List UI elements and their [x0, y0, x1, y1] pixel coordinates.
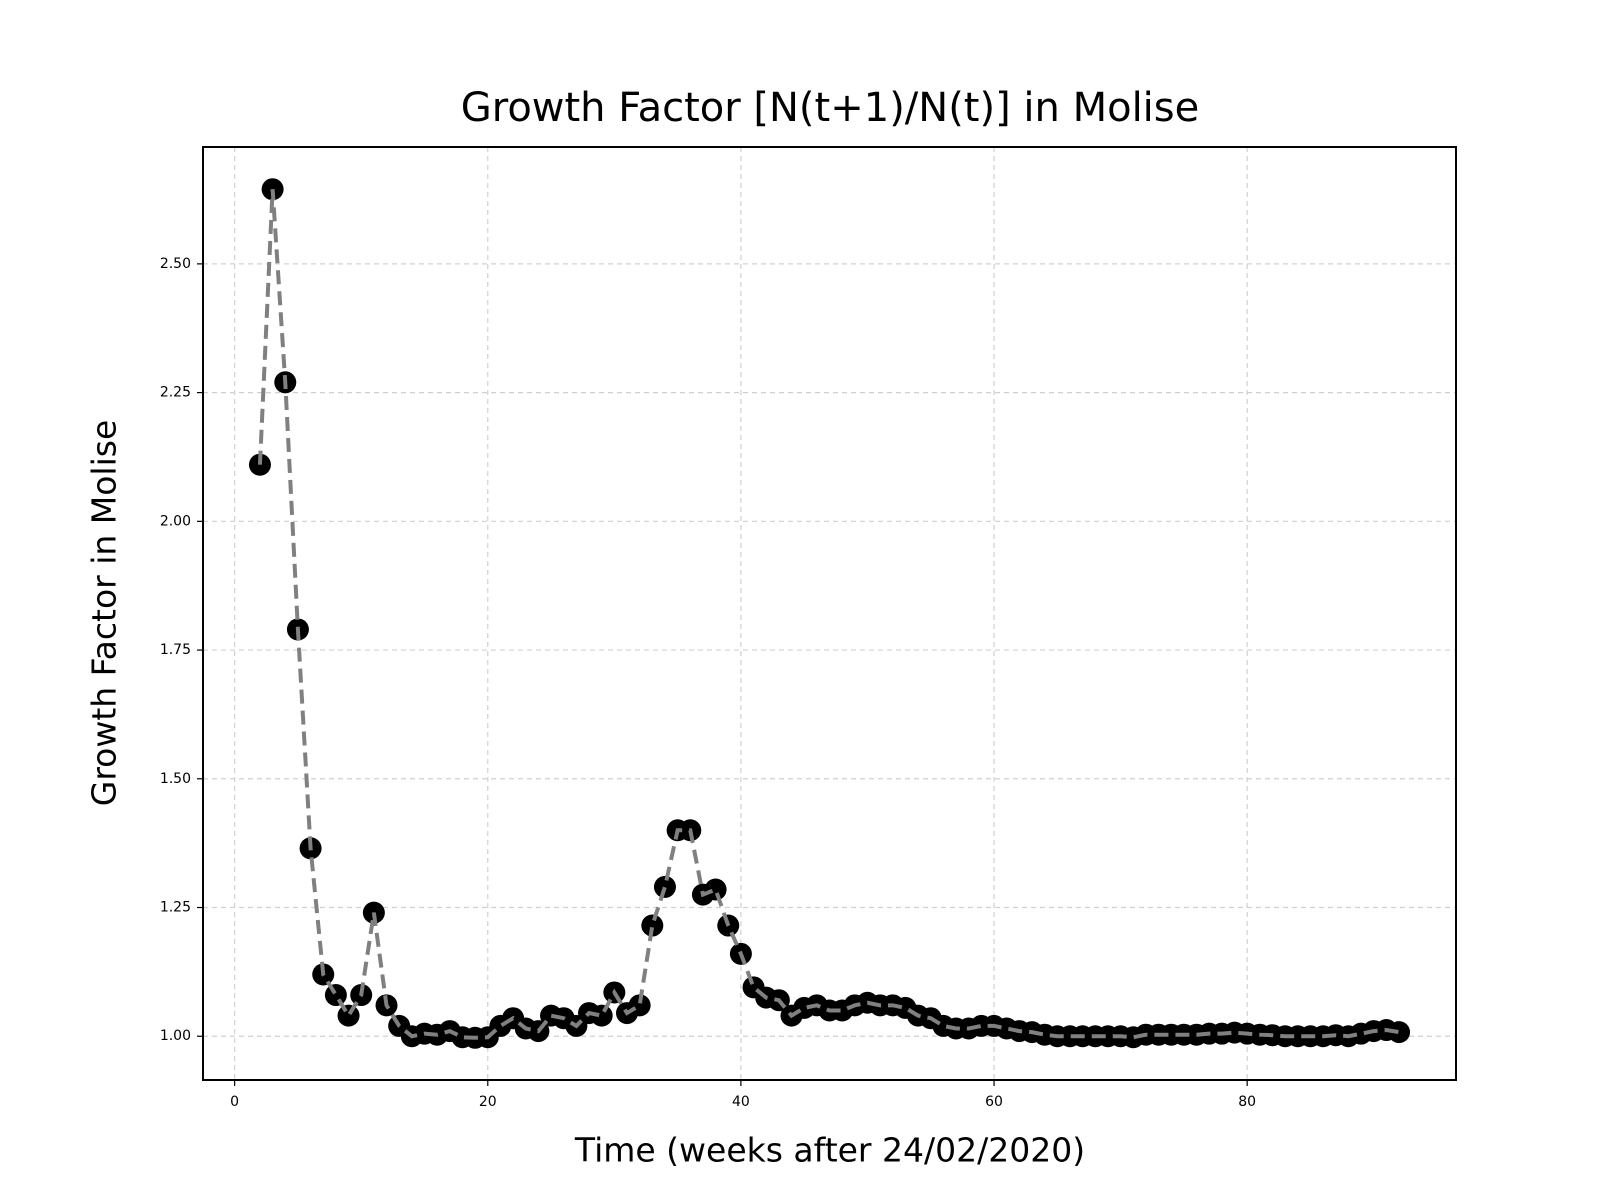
data-line [257, 189, 1400, 1040]
data-point [337, 1004, 360, 1027]
data-point [1388, 1021, 1411, 1044]
x-tick-label: 0 [230, 1094, 239, 1110]
data-point [704, 878, 727, 901]
plot-frame [202, 146, 1457, 1081]
y-tick-label: 1.00 [160, 1028, 191, 1044]
data-point [324, 984, 347, 1007]
y-tick-label: 2.50 [160, 256, 191, 272]
x-tick-label: 20 [479, 1094, 497, 1110]
y-axis-label: Growth Factor in Molise [85, 420, 124, 807]
data-point [590, 1004, 613, 1027]
data-point [641, 914, 664, 937]
x-tick-label: 80 [1238, 1094, 1256, 1110]
x-tick-label: 40 [732, 1094, 750, 1110]
y-tick-label: 1.75 [160, 642, 191, 658]
y-tick-label: 1.25 [160, 900, 191, 916]
chart-title: Growth Factor [N(t+1)/N(t)] in Molise [461, 85, 1200, 131]
x-axis-label: Time (weeks after 24/02/2020) [574, 1131, 1085, 1170]
data-point [653, 875, 676, 898]
y-tick-label: 2.25 [160, 385, 191, 401]
y-tick-label: 2.00 [160, 513, 191, 529]
x-tick-label: 60 [985, 1094, 1003, 1110]
y-tick-label: 1.50 [160, 771, 191, 787]
